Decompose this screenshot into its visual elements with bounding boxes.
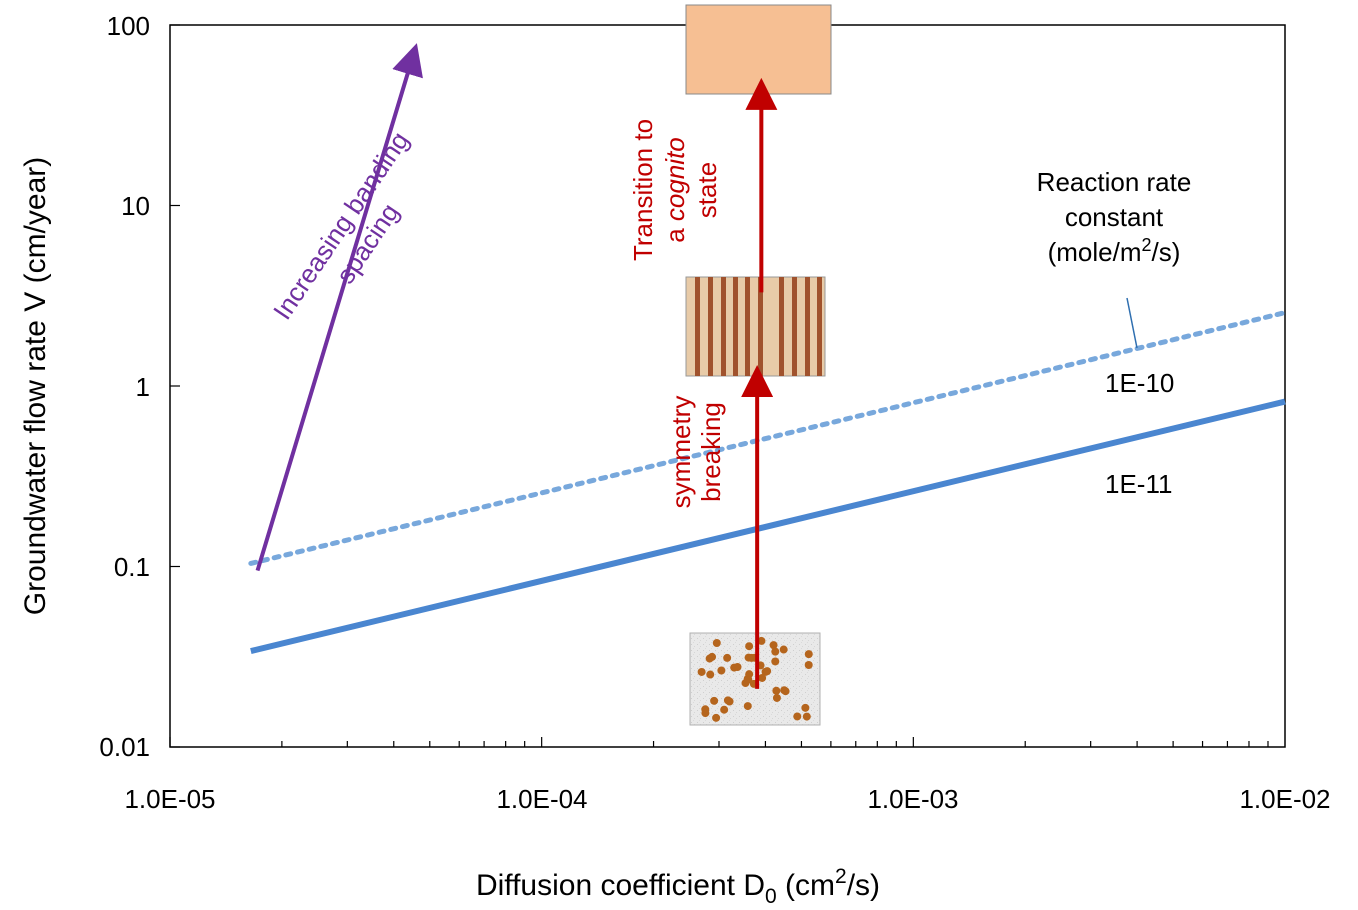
particle-dot (710, 696, 719, 705)
band-stripe (758, 277, 763, 376)
particle-dot (780, 686, 789, 695)
y-tick-label: 0.1 (114, 552, 150, 582)
particle-dot (771, 647, 780, 656)
legend-title-line1: Reaction rate (1037, 167, 1192, 197)
particle-dot (779, 645, 788, 654)
band-stripe (805, 277, 810, 376)
particle-dot (772, 686, 781, 695)
y-tick-label: 100 (107, 11, 150, 41)
dots-panel (689, 632, 821, 726)
particle-dot (802, 712, 811, 721)
series-label-1e-11: 1E-11 (1105, 469, 1172, 499)
particle-dot (712, 639, 721, 648)
band-stripe (695, 277, 700, 376)
band-stripe (708, 277, 713, 376)
x-tick-label: 1.0E-05 (124, 784, 215, 814)
symmetry-breaking-label: symmetry breaking (666, 396, 726, 509)
y-tick-label: 0.01 (99, 732, 150, 762)
transition-label: Transition to a cognito state (628, 119, 722, 261)
y-tick-label: 10 (121, 191, 150, 221)
particle-dot (758, 673, 767, 682)
symmetry-label-line2: breaking (696, 402, 726, 502)
particle-dot (708, 652, 717, 661)
legend-title-line3: (mole/m2/s) (1048, 235, 1181, 267)
axis-ticks (169, 24, 1269, 748)
legend-title-line2: constant (1065, 202, 1164, 232)
particle-dot (757, 636, 766, 645)
x-tick-label: 1.0E-03 (867, 784, 958, 814)
y-axis-title: Groundwater flow rate V (cm/year) (19, 157, 52, 615)
legend-leader-line (1126, 297, 1138, 349)
particle-dot (712, 713, 721, 722)
y-tick-label: 1 (136, 372, 150, 402)
transition-label-line3: state (692, 162, 722, 218)
particle-dot (747, 653, 756, 662)
transition-label-line2: a cognito (660, 137, 690, 243)
particle-dot (769, 641, 778, 650)
band-stripe (779, 277, 784, 376)
particle-dot (804, 650, 813, 659)
particle-dot (701, 709, 710, 718)
particle-dot (801, 703, 810, 712)
particle-dot (793, 712, 802, 721)
band-stripe (721, 277, 726, 376)
series-label-1e-10: 1E-10 (1105, 368, 1174, 398)
particle-dot (771, 657, 780, 666)
band-stripe (792, 277, 797, 376)
x-axis-title: Diffusion coefficient D0 (cm2/s) (476, 865, 880, 908)
particle-dot (745, 642, 754, 651)
banding-panel (685, 276, 826, 377)
symmetry-label-line1: symmetry (666, 396, 696, 509)
cognito-state-box (685, 4, 832, 95)
particle-dot (720, 705, 729, 714)
band-stripe (745, 277, 750, 376)
particle-dot (717, 666, 726, 675)
x-tick-label: 1.0E-02 (1239, 784, 1330, 814)
band-stripe (817, 277, 822, 376)
banding-spacing-label: Increasing banding spacing (267, 126, 415, 325)
x-tick-labels: 1.0E-05 1.0E-04 1.0E-03 1.0E-02 (124, 784, 1330, 814)
legend-title: Reaction rate constant (mole/m2/s) (1037, 167, 1192, 349)
banding-spacing-arrow (255, 43, 423, 572)
particle-dot (723, 653, 732, 662)
series-line-1e-10 (248, 310, 1288, 566)
particle-dot (745, 670, 754, 679)
particle-dot (706, 670, 715, 679)
series-line-1e-11 (250, 398, 1286, 654)
particle-dot (763, 667, 772, 676)
particle-dot (697, 667, 706, 676)
particle-dot (723, 696, 732, 705)
y-tick-labels: 0.01 0.1 1 10 100 (99, 11, 150, 762)
transition-label-line1: Transition to (628, 119, 658, 261)
particle-dot (743, 702, 752, 711)
particle-dot (772, 693, 781, 702)
x-tick-label: 1.0E-04 (496, 784, 587, 814)
particle-dot (730, 663, 739, 672)
particle-dot (804, 660, 813, 669)
band-stripe (733, 277, 738, 376)
